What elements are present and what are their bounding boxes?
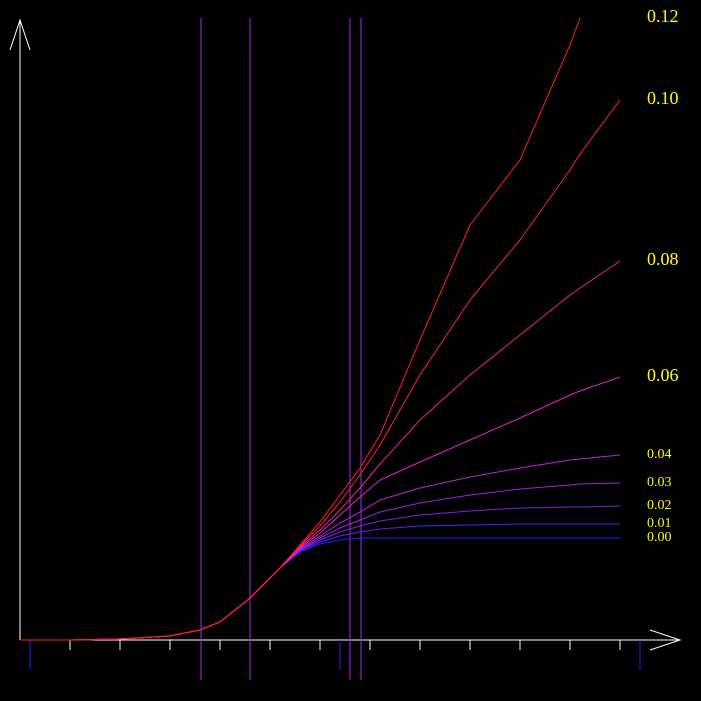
series-label: 0.08: [647, 249, 679, 269]
series-label: 0.12: [647, 6, 679, 26]
series-label: 0.04: [647, 447, 672, 462]
curve: [20, 454, 621, 641]
curve: [20, 537, 620, 641]
series-label: 0.10: [647, 88, 679, 108]
curve: [20, 523, 620, 641]
series-label: 0.02: [647, 498, 672, 513]
curve: [20, 99, 621, 641]
y-axis-arrow: [9, 18, 31, 51]
series-label: 0.03: [647, 475, 672, 490]
curve: [20, 260, 621, 641]
curve: [20, 482, 621, 641]
series-label: 0.01: [647, 516, 672, 531]
x-axis-arrow: [649, 629, 682, 651]
series-label: 0.06: [647, 365, 679, 385]
curve: [20, 376, 621, 641]
series-label: 0.00: [647, 530, 672, 545]
curve: [20, 17, 581, 641]
